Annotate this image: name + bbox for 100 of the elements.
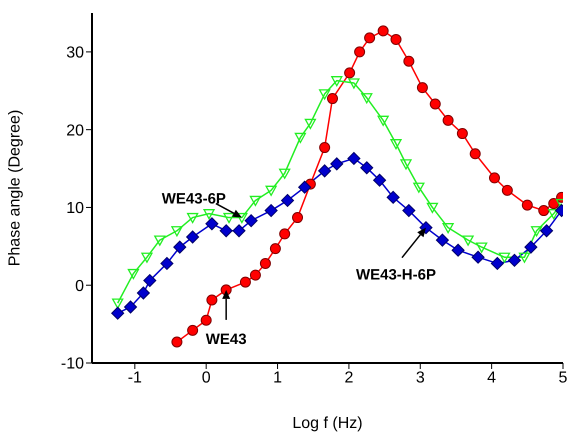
x-tick-label: 5 [558, 369, 568, 386]
x-tick-label: 2 [344, 369, 354, 386]
point [281, 194, 294, 207]
point [232, 224, 246, 238]
point [279, 228, 290, 240]
point [538, 205, 550, 216]
y-tick-label: -10 [60, 356, 84, 373]
point [186, 212, 198, 224]
point [171, 336, 182, 348]
x-tick-label: -1 [128, 369, 142, 386]
point [430, 98, 441, 110]
point [402, 204, 416, 218]
series-label: WE43-H-6P [356, 266, 436, 284]
point [442, 223, 454, 234]
point [292, 212, 304, 224]
x-tick-label: 1 [273, 369, 282, 386]
y-tick-label: 20 [66, 122, 84, 140]
point [522, 200, 533, 211]
point [470, 148, 481, 160]
x-tick-label: 4 [487, 369, 496, 386]
point [508, 254, 521, 267]
x-tick-label: 3 [416, 369, 425, 386]
point [128, 268, 140, 280]
point [344, 67, 356, 78]
point [220, 224, 233, 238]
point [264, 204, 278, 218]
point [498, 252, 510, 263]
point [378, 116, 389, 126]
point [200, 314, 212, 326]
point [400, 159, 412, 170]
point [203, 209, 215, 220]
point [540, 224, 554, 238]
point [141, 252, 153, 263]
point [294, 132, 306, 144]
point [265, 186, 277, 196]
point [490, 256, 504, 270]
point [524, 240, 538, 254]
point [436, 234, 449, 247]
point [206, 294, 218, 306]
point [279, 168, 290, 179]
point [360, 161, 374, 174]
y-tick-label: 0 [75, 278, 84, 295]
point [476, 242, 488, 253]
point [187, 324, 198, 336]
point [378, 25, 389, 36]
point [154, 235, 166, 246]
point [361, 93, 372, 104]
point [452, 244, 465, 257]
point [250, 196, 262, 206]
point [160, 256, 174, 270]
point [136, 286, 150, 300]
point [530, 226, 542, 236]
point [416, 82, 428, 94]
point [456, 128, 468, 140]
point [112, 298, 124, 309]
point [442, 114, 454, 126]
point [318, 164, 332, 178]
y-axis-title: Phase angle (Degree) [6, 110, 24, 266]
point [348, 78, 360, 89]
point [390, 139, 402, 150]
point [260, 258, 271, 269]
point [171, 226, 183, 236]
point [386, 190, 400, 204]
point [548, 198, 560, 210]
point [330, 157, 344, 170]
point [426, 202, 438, 214]
point [373, 174, 386, 187]
point [354, 46, 366, 58]
point [319, 142, 330, 154]
point [298, 180, 312, 194]
point [244, 214, 258, 228]
point [111, 306, 124, 320]
point [304, 118, 316, 130]
point [205, 217, 218, 230]
point [364, 32, 376, 44]
point [390, 34, 402, 45]
point [403, 56, 414, 67]
series-label: WE43 [206, 330, 247, 348]
point [173, 240, 186, 254]
series-label: WE43-6P [162, 190, 226, 208]
x-tick-label: 0 [202, 369, 211, 386]
point [186, 230, 200, 244]
point [488, 172, 500, 184]
y-tick-label: 30 [66, 44, 84, 62]
point [270, 243, 281, 254]
point [347, 152, 360, 165]
point [326, 93, 338, 104]
point [472, 250, 485, 264]
point [518, 252, 530, 263]
point [318, 89, 330, 100]
point [413, 182, 424, 193]
point [240, 276, 251, 288]
point [462, 235, 474, 246]
y-tick-label: 10 [66, 200, 84, 218]
point [502, 184, 513, 196]
point [250, 270, 261, 281]
point [331, 76, 342, 86]
point [143, 274, 156, 288]
x-axis-title: Log f (Hz) [292, 415, 363, 432]
point [223, 212, 235, 224]
